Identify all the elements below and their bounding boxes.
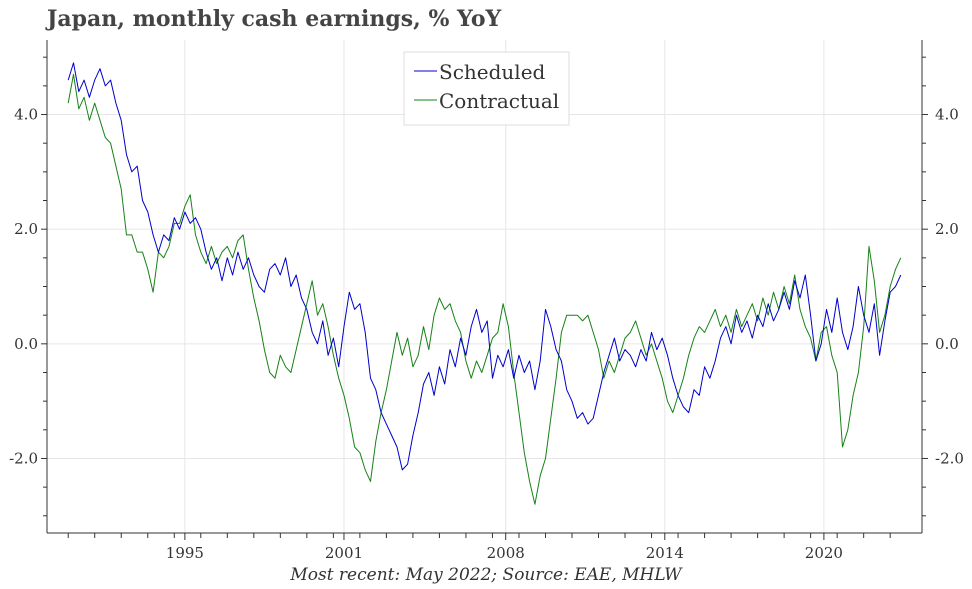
x-tick-label: 2014 [646, 544, 684, 562]
series-layer [67, 62, 902, 505]
legend: Scheduled Contractual [403, 51, 570, 126]
y-tick-label-left: 0.0 [14, 335, 38, 353]
axes-layer [41, 40, 928, 540]
y-tick-label-left: -2.0 [9, 449, 38, 467]
grid-layer [47, 40, 922, 533]
y-tick-label-right: 4.0 [935, 106, 959, 124]
x-tick-label: 2008 [487, 544, 525, 562]
source-note: Most recent: May 2022; Source: EAE, MHLW [290, 565, 682, 585]
x-tick-label: 2001 [325, 544, 363, 562]
x-tick-label: 2020 [805, 544, 843, 562]
y-tick-label-right: 2.0 [935, 220, 959, 238]
tick-labels: 4.0 4.0 2.0 2.0 0.0 0.0 -2.0 -2.0 1995 2001 2008 20… [9, 106, 964, 562]
legend-label-contractual: Contractual [439, 89, 559, 113]
chart-title: Japan, monthly cash earnings, % YoY [47, 6, 502, 32]
y-tick-label-left: 2.0 [14, 220, 38, 238]
y-tick-label-right: -2.0 [935, 449, 964, 467]
legend-box [403, 51, 570, 126]
x-tick-label: 1995 [166, 544, 204, 562]
y-tick-label-right: 0.0 [935, 335, 959, 353]
series-line-contractual [67, 73, 902, 505]
y-tick-label-left: 4.0 [14, 106, 38, 124]
legend-label-scheduled: Scheduled [439, 60, 546, 84]
series-line-scheduled [67, 62, 902, 471]
